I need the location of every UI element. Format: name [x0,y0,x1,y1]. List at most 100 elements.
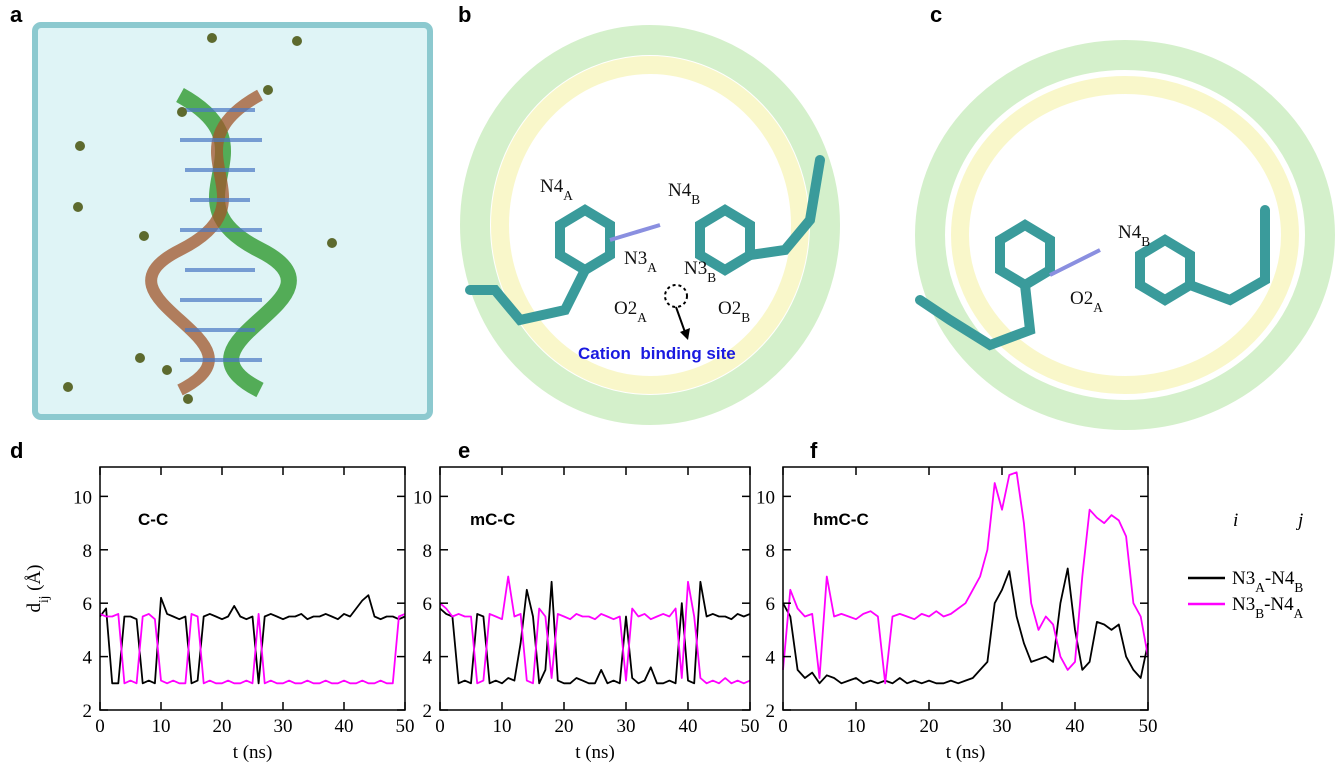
subscript: A [1093,300,1103,315]
y-tick-label: 4 [423,648,433,669]
text-part: O2 [718,298,741,319]
y-tick-label: 8 [766,541,776,562]
x-tick-label: 0 [435,716,445,737]
panel-b-render [460,25,840,425]
data-line [782,471,1149,685]
legend-label: N3B-N4A [1232,594,1304,621]
x-tick-label: 40 [679,716,698,737]
x-tick-label: 0 [778,716,788,737]
panel-letter: b [458,2,471,27]
atom-label: N4B [1118,222,1150,249]
text-part: d [24,603,45,613]
atom-label: N3B [684,258,716,285]
text-part: N3 [684,258,707,279]
atom-label: N4B [668,180,700,207]
subscript: ij [36,596,51,603]
subscript: B [1255,606,1264,621]
plot-frame [439,466,751,711]
chart-annotation: mC-C [470,510,515,529]
subscript: A [637,310,647,325]
subscript: A [563,188,573,203]
y-tick-label: 8 [83,541,93,562]
x-tick-label: 50 [741,716,760,737]
atom-label: O2B [718,298,750,325]
subscript: B [1141,234,1150,249]
data-line [439,580,751,685]
x-axis-label: t (ns) [233,742,273,763]
text-part: -N4 [1265,568,1295,589]
text-part: O2 [614,298,637,319]
subscript: B [691,192,700,207]
subscript: A [1255,580,1265,595]
x-tick-label: 50 [396,716,415,737]
atom-label: N3A [624,248,657,275]
panel-letter: c [930,2,942,27]
y-tick-label: 10 [73,487,92,508]
x-tick-label: 50 [1139,716,1158,737]
y-tick-label: 6 [83,594,93,615]
text-part: N3 [1232,568,1255,589]
atom-label: O2A [614,298,647,325]
text-part: -N4 [1264,594,1294,615]
x-axis-label: t (ns) [946,742,986,763]
plot-frame [99,466,406,711]
legend-header: j [1295,510,1303,531]
y-tick-label: 6 [766,594,776,615]
panel-letter: d [10,438,23,463]
text-part: N3 [624,248,647,269]
text-part: N4 [668,180,692,201]
subscript: A [647,260,657,275]
data-line [99,594,406,685]
y-axis-label: dij (Å) [24,564,51,612]
y-tick-label: 2 [83,701,93,722]
x-tick-label: 20 [920,716,939,737]
annotation: Cation binding site [578,344,736,363]
x-tick-label: 30 [274,716,293,737]
y-tick-label: 10 [413,487,432,508]
text-part: (Å) [24,564,45,595]
atom-label: N4A [540,176,573,203]
y-tick-label: 10 [756,487,775,508]
text-part: O2 [1070,288,1093,309]
y-tick-label: 4 [766,648,776,669]
text-part: N4 [1118,222,1142,243]
x-tick-label: 10 [493,716,512,737]
x-tick-label: 30 [993,716,1012,737]
chart-annotation: hmC-C [813,510,869,529]
subscript: B [1294,580,1303,595]
y-tick-label: 2 [423,701,433,722]
x-tick-label: 40 [1066,716,1085,737]
x-tick-label: 0 [95,716,105,737]
y-tick-label: 2 [766,701,776,722]
x-tick-label: 10 [847,716,866,737]
data-line [782,567,1149,685]
panel-a-render [32,22,433,420]
x-axis-label: t (ns) [575,742,615,763]
panel-c-render [915,40,1335,430]
text-part: N4 [540,176,564,197]
legend-label: N3A-N4B [1232,568,1303,595]
x-tick-label: 30 [617,716,636,737]
plot-frame [782,466,1149,711]
x-tick-label: 10 [152,716,171,737]
data-line [439,575,751,685]
chart-annotation: C-C [138,510,168,529]
text-part: N3 [1232,594,1255,615]
panel-letter: a [10,2,23,27]
subscript: B [707,270,716,285]
panel-letter: e [458,438,470,463]
panel-letter: f [810,438,818,463]
y-tick-label: 4 [83,648,93,669]
atom-label: O2A [1070,288,1103,315]
y-tick-label: 8 [423,541,433,562]
data-line [99,613,406,685]
y-tick-label: 6 [423,594,433,615]
legend-header: i [1233,510,1238,531]
subscript: A [1294,606,1304,621]
x-tick-label: 20 [213,716,232,737]
subscript: B [741,310,750,325]
x-tick-label: 40 [335,716,354,737]
x-tick-label: 20 [555,716,574,737]
